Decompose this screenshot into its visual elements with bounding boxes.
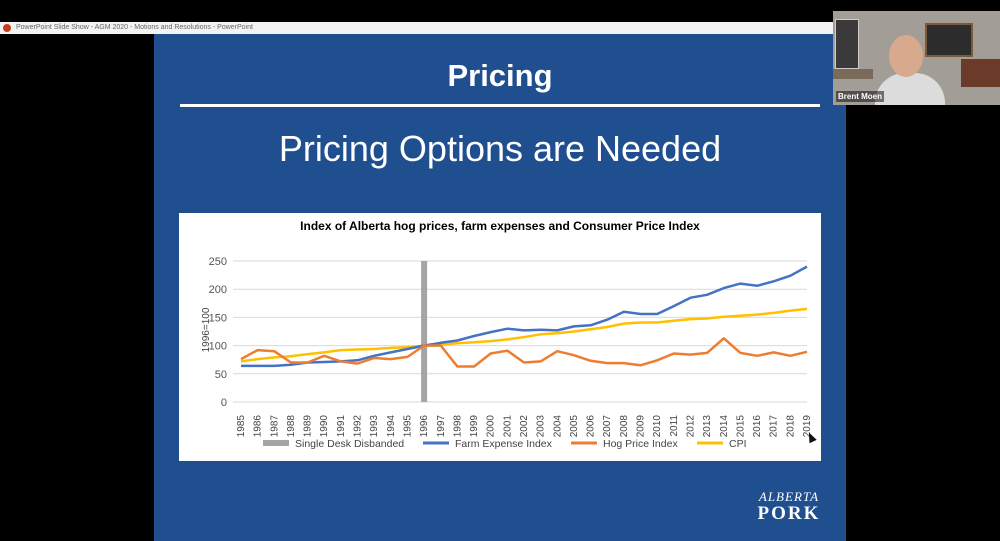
y-tick-label: 150 xyxy=(209,312,227,324)
bookshelf xyxy=(961,59,1000,87)
x-tick-label: 1998 xyxy=(452,415,463,438)
series-line-cpi xyxy=(240,307,808,363)
x-tick-label: 2005 xyxy=(569,415,580,438)
x-tick-label: 1993 xyxy=(369,415,380,438)
shelf-items xyxy=(833,69,873,79)
window-title: PowerPoint Slide Show - AGM 2020 - Motio… xyxy=(16,24,253,31)
y-tick-label: 100 xyxy=(209,341,227,353)
x-tick-label: 1996 xyxy=(419,415,430,438)
x-tick-label: 2006 xyxy=(586,415,597,438)
legend-label: Single Desk Disbanded xyxy=(295,438,404,450)
legend-label: Hog Price Index xyxy=(603,438,678,450)
x-tick-label: 2008 xyxy=(619,415,630,438)
alberta-pork-logo: ALBERTA PORK xyxy=(744,489,834,529)
x-tick-label: 2007 xyxy=(602,415,613,438)
chart-panel: Index of Alberta hog prices, farm expens… xyxy=(179,213,821,461)
x-tick-label: 2014 xyxy=(719,415,730,438)
participant-body xyxy=(875,73,945,105)
participant-name: Brent Moen xyxy=(836,91,884,102)
x-tick-label: 1989 xyxy=(303,415,314,438)
wall-frame-center xyxy=(925,23,973,57)
x-tick-label: 1990 xyxy=(319,415,330,438)
y-tick-label: 200 xyxy=(209,284,227,296)
logo-line-1: ALBERTA xyxy=(758,489,820,504)
x-tick-label: 2002 xyxy=(519,415,530,438)
x-tick-label: 2017 xyxy=(769,415,780,438)
x-tick-label: 2015 xyxy=(735,415,746,438)
line-chart: Index of Alberta hog prices, farm expens… xyxy=(201,219,813,450)
single-desk-marker-bar xyxy=(421,261,428,402)
x-tick-label: 1988 xyxy=(286,415,297,438)
y-tick-label: 50 xyxy=(215,369,227,381)
x-tick-label: 2010 xyxy=(652,415,663,438)
x-tick-label: 2009 xyxy=(636,415,647,438)
y-axis-label: 1996=100 xyxy=(201,307,212,352)
x-tick-label: 2018 xyxy=(785,415,796,438)
chart-title: Index of Alberta hog prices, farm expens… xyxy=(300,219,700,233)
x-tick-label: 1987 xyxy=(269,415,280,438)
wall-frame-left xyxy=(835,19,859,69)
legend-label: CPI xyxy=(729,438,747,450)
x-tick-label: 2000 xyxy=(486,415,497,438)
x-tick-label: 2019 xyxy=(802,415,813,438)
window-titlebar: PowerPoint Slide Show - AGM 2020 - Motio… xyxy=(0,22,833,34)
logo-line-2: PORK xyxy=(757,503,821,524)
y-tick-label: 0 xyxy=(221,397,227,409)
x-tick-label: 1985 xyxy=(236,415,247,438)
x-tick-label: 1997 xyxy=(436,415,447,438)
legend-label: Farm Expense Index xyxy=(455,438,553,450)
y-tick-label: 250 xyxy=(209,256,227,268)
participant-head xyxy=(889,35,923,77)
x-tick-label: 1986 xyxy=(253,415,264,438)
x-tick-label: 2001 xyxy=(502,415,513,438)
series-line-farm-expense-index xyxy=(241,265,808,368)
slide: Pricing Pricing Options are Needed Index… xyxy=(154,34,846,541)
x-tick-label: 1995 xyxy=(402,415,413,438)
slide-title: Pricing xyxy=(447,58,553,93)
series-line-hog-price-index xyxy=(240,337,808,368)
powerpoint-icon xyxy=(3,24,11,32)
title-divider xyxy=(180,104,820,107)
x-tick-label: 1992 xyxy=(353,415,364,438)
x-tick-label: 2011 xyxy=(669,415,680,437)
x-tick-label: 2013 xyxy=(702,415,713,438)
x-tick-label: 2016 xyxy=(752,415,763,438)
slide-subtitle: Pricing Options are Needed xyxy=(278,128,722,169)
x-tick-label: 1994 xyxy=(386,415,397,438)
x-tick-label: 2004 xyxy=(552,415,563,438)
x-tick-label: 2003 xyxy=(536,415,547,438)
x-tick-label: 1991 xyxy=(336,415,347,438)
x-tick-label: 2012 xyxy=(685,415,696,438)
x-tick-label: 1999 xyxy=(469,415,480,438)
video-thumbnail[interactable]: Brent Moen xyxy=(833,11,1000,105)
